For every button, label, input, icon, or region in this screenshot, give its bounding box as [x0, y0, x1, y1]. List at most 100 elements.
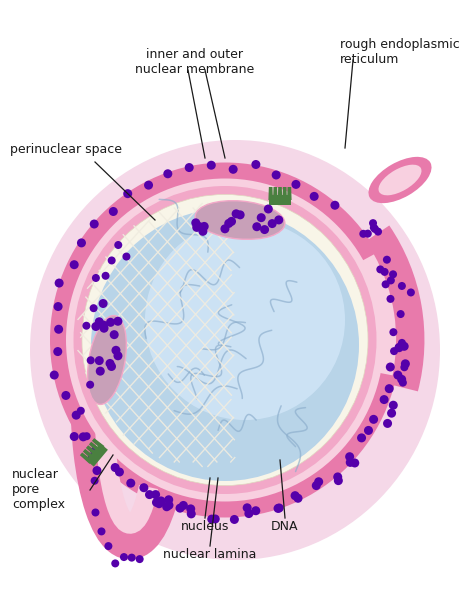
Circle shape	[272, 171, 281, 180]
Circle shape	[90, 447, 99, 456]
Circle shape	[387, 409, 396, 418]
Polygon shape	[92, 438, 104, 450]
Circle shape	[91, 477, 98, 485]
Circle shape	[385, 384, 394, 393]
Circle shape	[231, 209, 241, 218]
Circle shape	[186, 504, 195, 513]
Circle shape	[95, 317, 103, 326]
Circle shape	[140, 483, 148, 492]
Circle shape	[128, 553, 136, 562]
Circle shape	[155, 499, 164, 508]
Circle shape	[395, 343, 403, 351]
Circle shape	[109, 330, 119, 339]
Circle shape	[82, 322, 91, 329]
Text: nuclear
pore
complex: nuclear pore complex	[12, 468, 65, 511]
Circle shape	[187, 509, 196, 518]
Circle shape	[397, 375, 406, 384]
Ellipse shape	[369, 157, 432, 203]
Circle shape	[236, 210, 245, 219]
Circle shape	[162, 502, 171, 511]
Circle shape	[252, 222, 261, 231]
Circle shape	[401, 359, 410, 368]
Polygon shape	[273, 187, 278, 200]
Circle shape	[369, 415, 378, 424]
Circle shape	[157, 497, 165, 506]
Circle shape	[96, 367, 105, 376]
Circle shape	[86, 381, 94, 389]
Circle shape	[314, 477, 323, 486]
Circle shape	[106, 318, 115, 327]
Circle shape	[185, 163, 194, 172]
Circle shape	[92, 274, 100, 282]
Circle shape	[111, 559, 119, 567]
Circle shape	[207, 515, 216, 524]
Circle shape	[211, 515, 220, 524]
Circle shape	[136, 555, 144, 563]
Circle shape	[92, 466, 102, 475]
Circle shape	[200, 222, 209, 231]
Ellipse shape	[378, 165, 421, 195]
Circle shape	[77, 407, 85, 415]
Circle shape	[164, 495, 173, 504]
Polygon shape	[86, 443, 108, 467]
Circle shape	[229, 165, 237, 174]
Circle shape	[387, 276, 395, 285]
Circle shape	[374, 228, 382, 235]
Circle shape	[79, 432, 88, 441]
Circle shape	[401, 363, 408, 371]
Circle shape	[91, 509, 99, 516]
Circle shape	[54, 302, 63, 311]
Circle shape	[61, 391, 70, 400]
Circle shape	[310, 192, 319, 201]
Circle shape	[164, 501, 173, 510]
Ellipse shape	[66, 179, 384, 501]
Ellipse shape	[73, 186, 377, 494]
Circle shape	[293, 494, 303, 503]
Polygon shape	[269, 195, 291, 205]
Circle shape	[389, 270, 397, 279]
Circle shape	[97, 527, 105, 536]
Circle shape	[54, 325, 63, 334]
Text: nucleus: nucleus	[181, 520, 229, 533]
Circle shape	[72, 411, 81, 420]
Polygon shape	[287, 187, 292, 200]
Circle shape	[152, 498, 161, 507]
Circle shape	[390, 347, 398, 355]
Polygon shape	[268, 187, 273, 200]
Circle shape	[111, 463, 120, 472]
Circle shape	[192, 223, 201, 232]
Circle shape	[145, 490, 154, 499]
Ellipse shape	[88, 316, 127, 404]
Circle shape	[114, 351, 122, 360]
Circle shape	[370, 223, 378, 232]
Circle shape	[389, 401, 398, 410]
Circle shape	[90, 304, 97, 312]
Circle shape	[230, 515, 239, 524]
Circle shape	[176, 504, 184, 513]
Circle shape	[83, 432, 91, 440]
Circle shape	[393, 371, 402, 380]
Text: inner and outer
nuclear membrane: inner and outer nuclear membrane	[135, 48, 255, 76]
Circle shape	[387, 295, 395, 303]
Circle shape	[77, 238, 86, 247]
Circle shape	[274, 504, 283, 513]
Circle shape	[50, 371, 59, 380]
Text: nuclear lamina: nuclear lamina	[163, 548, 257, 561]
Circle shape	[251, 160, 261, 169]
Circle shape	[333, 473, 342, 482]
Circle shape	[291, 491, 299, 500]
Circle shape	[359, 230, 367, 238]
Circle shape	[386, 362, 395, 371]
Circle shape	[88, 453, 96, 462]
Circle shape	[95, 356, 104, 365]
Circle shape	[243, 503, 252, 512]
Circle shape	[346, 458, 355, 467]
Polygon shape	[278, 187, 282, 200]
Circle shape	[397, 310, 405, 318]
Circle shape	[220, 224, 230, 233]
Circle shape	[91, 322, 100, 331]
Ellipse shape	[50, 162, 400, 518]
Circle shape	[227, 217, 236, 226]
Circle shape	[364, 229, 372, 238]
Circle shape	[109, 207, 118, 216]
